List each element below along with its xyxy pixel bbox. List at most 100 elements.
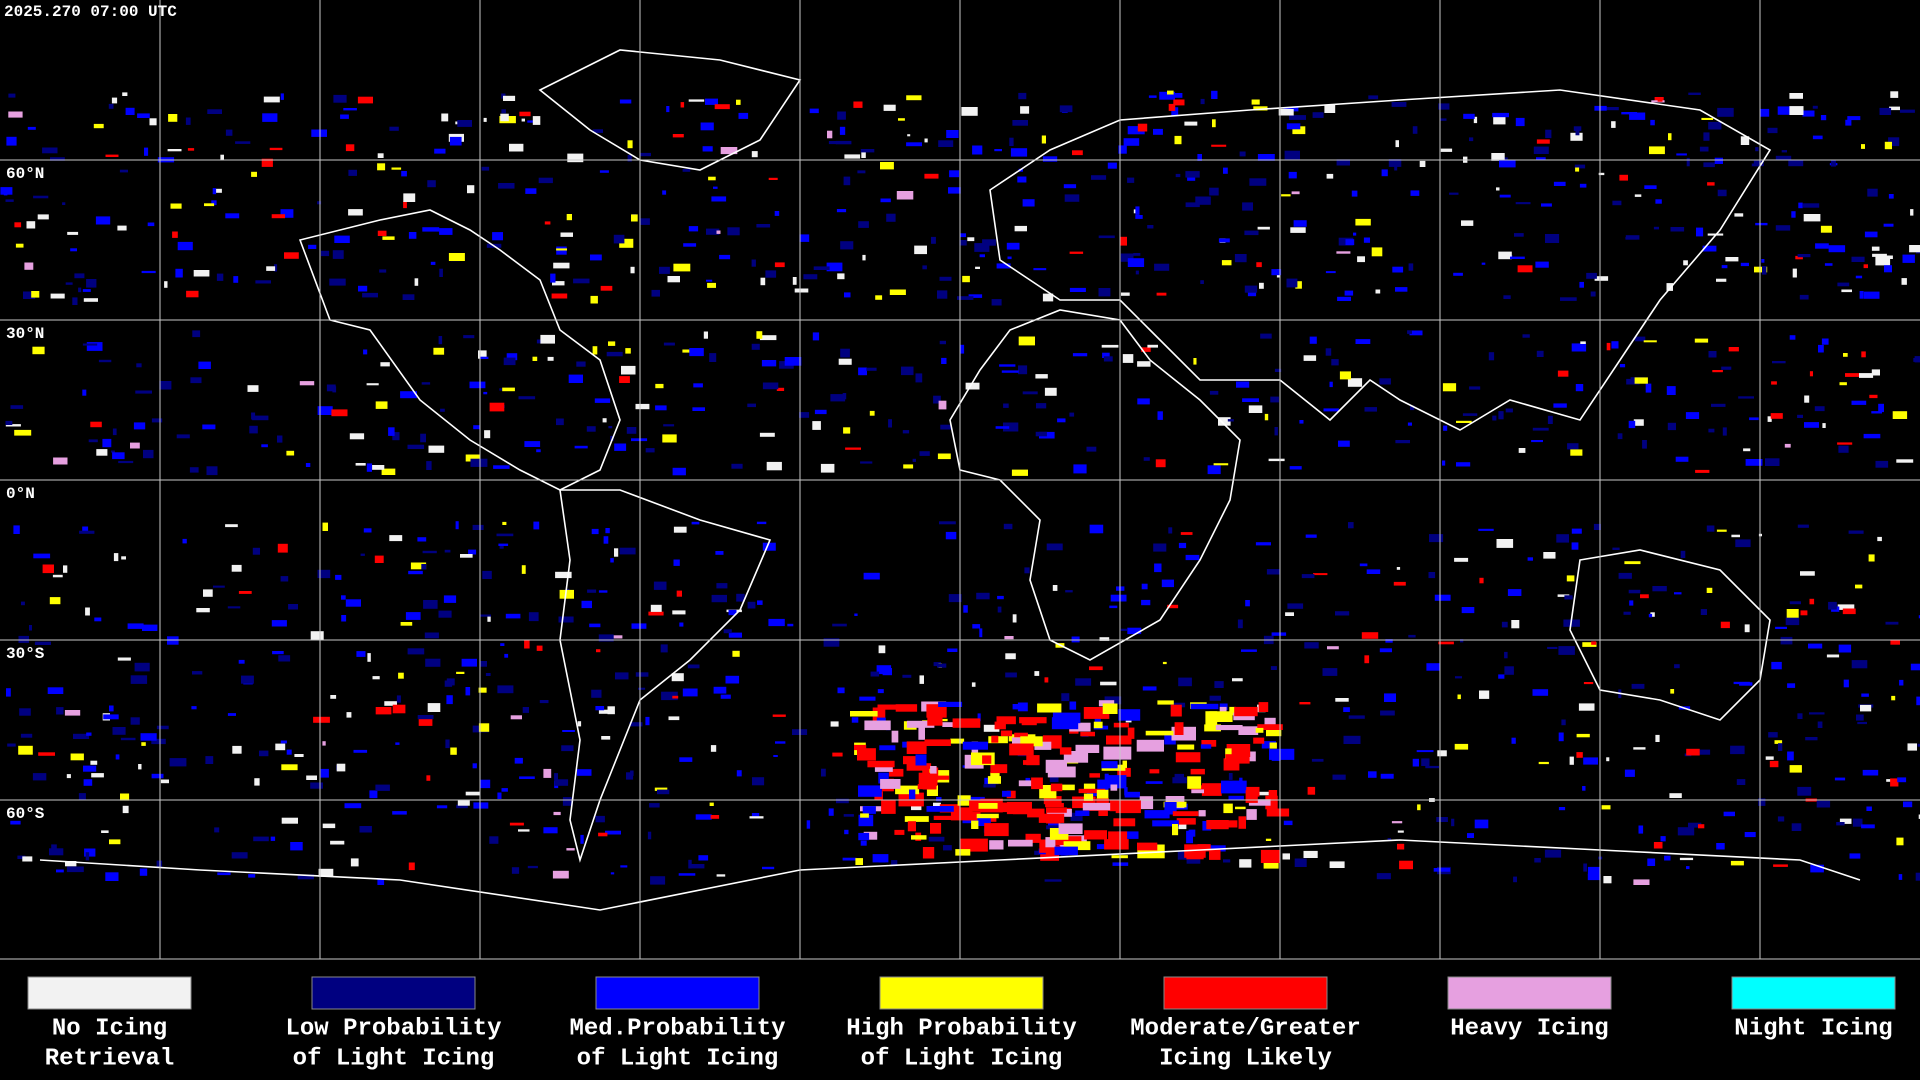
icing-patch (1633, 879, 1650, 885)
icing-patch (42, 564, 54, 574)
icing-patch (271, 620, 287, 627)
icing-patch (937, 453, 951, 460)
icing-patch (1069, 287, 1086, 292)
icing-patch (521, 565, 526, 574)
icing-patch (1631, 683, 1645, 689)
icing-patch (1708, 121, 1722, 130)
icing-patch (1626, 378, 1640, 385)
icing-patch (1578, 703, 1595, 711)
icing-patch (556, 246, 567, 255)
icing-patch (1046, 807, 1067, 813)
icing-patch (168, 114, 178, 122)
icing-patch (898, 118, 905, 121)
icing-patch (1808, 643, 1823, 649)
icing-patch (78, 287, 82, 293)
icing-patch (895, 704, 918, 712)
icing-patch (1775, 626, 1787, 629)
icing-patch (381, 468, 396, 475)
icing-patch (374, 555, 384, 563)
icing-patch (318, 868, 334, 877)
icing-patch (380, 362, 390, 367)
icing-patch (1765, 458, 1780, 466)
icing-patch (1625, 235, 1640, 240)
icing-patch (1249, 178, 1267, 186)
icing-patch (720, 694, 731, 699)
icing-patch (1357, 256, 1365, 263)
icing-patch (1571, 542, 1579, 550)
icing-patch (1547, 415, 1553, 424)
icing-patch (1753, 160, 1764, 167)
icing-patch (469, 381, 486, 389)
icing-patch (1312, 112, 1324, 118)
icing-patch (1069, 701, 1077, 710)
icing-patch (1115, 799, 1141, 814)
icing-patch (422, 550, 437, 554)
icing-patch (1218, 238, 1230, 243)
icing-patch (94, 617, 102, 622)
icing-patch (663, 424, 675, 427)
icing-patch (1738, 396, 1754, 399)
icing-patch (1229, 706, 1236, 716)
icing-patch (996, 263, 1011, 269)
icing-patch (1014, 225, 1027, 232)
icing-patch (1232, 678, 1243, 682)
coastline (298, 209, 621, 491)
icing-patch (1901, 278, 1907, 285)
icing-patch (595, 706, 605, 711)
icing-patch (1784, 443, 1791, 448)
icing-patch (1311, 758, 1324, 762)
icing-patch (1606, 342, 1611, 351)
icing-patch (1283, 820, 1293, 826)
icing-patch (1184, 121, 1198, 126)
icing-patch (1237, 619, 1243, 629)
icing-patch (1575, 128, 1580, 136)
icing-patch (1098, 700, 1115, 707)
icing-patch (1045, 803, 1064, 808)
icing-patch (1566, 575, 1575, 582)
icing-patch (1804, 422, 1819, 428)
icing-patch (33, 195, 49, 199)
icing-patch (562, 730, 575, 732)
icing-patch (837, 111, 846, 120)
icing-patch (547, 356, 554, 361)
icing-patch (1259, 282, 1264, 289)
icing-patch (408, 570, 423, 575)
icing-patch (112, 428, 117, 436)
legend-swatch (27, 976, 192, 1010)
icing-patch (842, 857, 857, 861)
icing-patch (1629, 600, 1634, 606)
icing-patch (976, 813, 999, 819)
icing-patch (1789, 335, 1796, 340)
icing-patch (29, 625, 32, 631)
icing-patch (1499, 194, 1511, 198)
icing-patch (1026, 755, 1040, 766)
icing-patch (261, 444, 268, 448)
icing-patch (18, 635, 29, 643)
icing-patch (50, 157, 65, 161)
icing-patch (1845, 119, 1852, 126)
icing-patch (1005, 653, 1016, 660)
icing-patch (1914, 356, 1920, 363)
icing-patch (1648, 613, 1653, 618)
icing-patch (1408, 634, 1416, 638)
icing-patch (1223, 859, 1231, 863)
icing-patch (1178, 542, 1187, 549)
icing-patch (141, 742, 146, 746)
icing-patch (247, 385, 259, 392)
icing-patch (839, 126, 846, 135)
icing-patch (407, 648, 425, 655)
icing-patch (573, 278, 590, 284)
icing-patch (1381, 169, 1388, 177)
icing-patch (975, 266, 980, 269)
icing-patch (63, 565, 68, 573)
latitude-label: 60°N (6, 165, 44, 183)
icing-patch (1242, 202, 1253, 211)
icing-patch (1478, 528, 1494, 531)
icing-patch (1245, 790, 1258, 803)
icing-patch (605, 830, 621, 835)
icing-patch (840, 241, 854, 250)
icing-patch (1086, 446, 1097, 452)
icing-patch (408, 862, 415, 871)
icing-patch (24, 262, 34, 270)
icing-patch (1366, 569, 1381, 574)
